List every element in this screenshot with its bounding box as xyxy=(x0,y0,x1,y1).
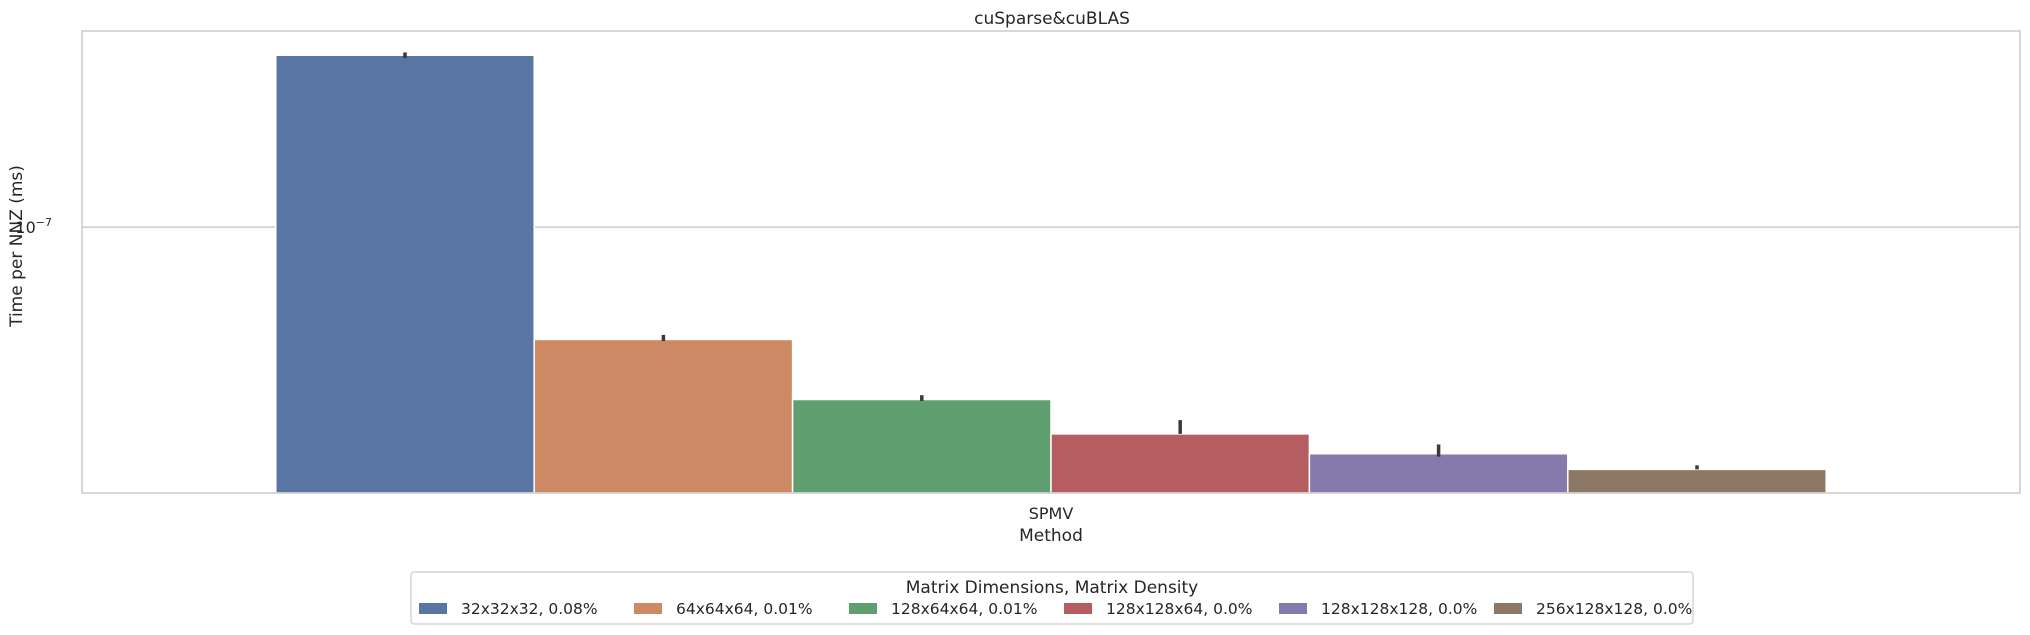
legend-items: 32x32x32, 0.08% 64x64x64, 0.01% 128x64x64,… xyxy=(419,600,1692,618)
x-axis-label: Method xyxy=(1019,526,1083,546)
legend-swatch xyxy=(1279,603,1307,614)
legend-swatch xyxy=(1494,603,1522,614)
legend-label: 32x32x32, 0.08% xyxy=(461,600,598,618)
plot-frame xyxy=(81,30,2021,494)
x-tick-labels: SPMV xyxy=(1029,504,1074,523)
bar xyxy=(533,338,794,494)
y-axis-label: Time per NNZ (ms) xyxy=(7,165,27,328)
bar xyxy=(791,398,1052,494)
legend-swatch xyxy=(419,603,447,614)
legend-label: 128x128x128, 0.0% xyxy=(1321,600,1477,618)
error-bars xyxy=(403,52,1699,470)
bar xyxy=(1050,433,1311,494)
bar xyxy=(275,54,535,494)
legend-label: 128x128x64, 0.0% xyxy=(1106,600,1252,618)
legend-swatch xyxy=(1064,603,1092,614)
legend: Matrix Dimensions, Matrix Density 32x32x… xyxy=(410,571,1694,625)
legend-swatch xyxy=(634,603,662,614)
legend-frame xyxy=(410,571,1694,625)
legend-label: 64x64x64, 0.01% xyxy=(676,600,813,618)
bar xyxy=(1308,452,1569,494)
legend-title: Matrix Dimensions, Matrix Density xyxy=(906,578,1199,598)
bar xyxy=(1567,468,1827,494)
legend-label: 256x128x128, 0.0% xyxy=(1536,600,1692,618)
chart-title: cuSparse&cuBLAS xyxy=(974,9,1130,29)
legend-label: 128x64x64, 0.01% xyxy=(891,600,1037,618)
bars xyxy=(275,54,1827,494)
legend-swatch xyxy=(849,603,877,614)
x-tick-label: SPMV xyxy=(1029,504,1074,523)
